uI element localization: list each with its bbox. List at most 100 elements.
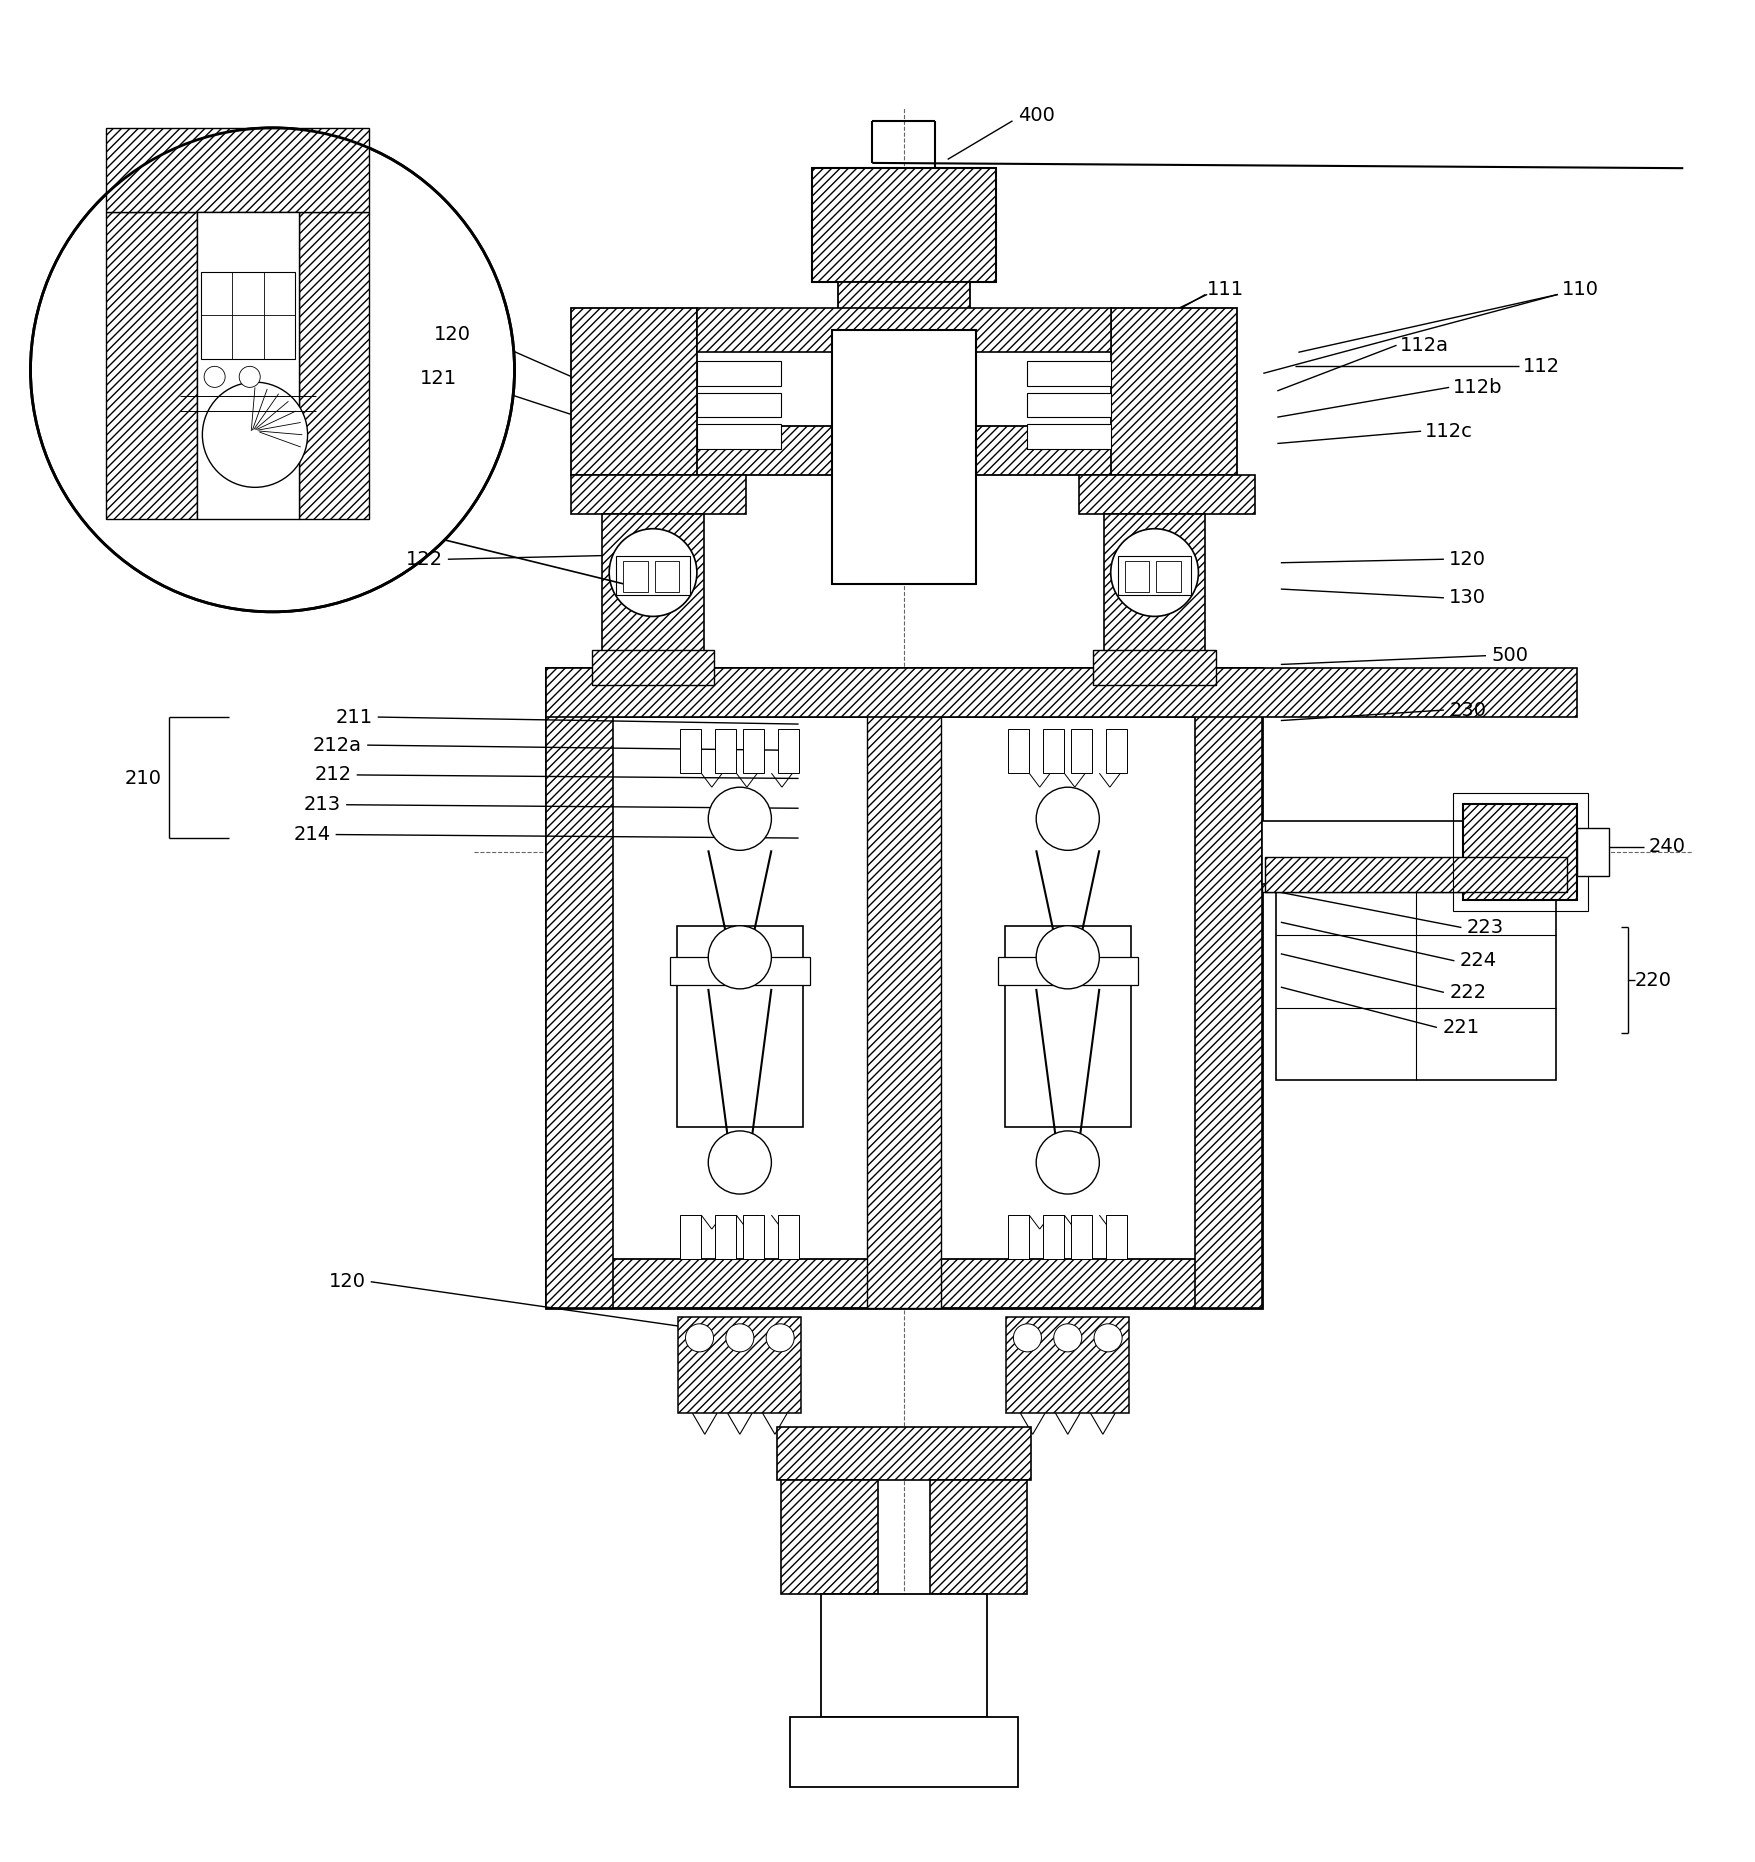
Bar — [821, 1594, 986, 1717]
Bar — [1104, 514, 1206, 654]
Circle shape — [1035, 1130, 1099, 1194]
Bar — [1118, 557, 1192, 596]
Text: 221: 221 — [1443, 1019, 1479, 1037]
Bar — [867, 668, 941, 1307]
Bar — [570, 309, 697, 475]
Bar — [777, 1428, 1030, 1480]
Text: 211: 211 — [335, 708, 372, 726]
Bar — [1578, 829, 1609, 877]
Bar — [681, 1216, 702, 1259]
Text: 112: 112 — [1523, 358, 1560, 376]
Bar — [697, 361, 781, 385]
Bar — [1042, 730, 1064, 773]
Bar — [546, 668, 1578, 717]
Bar — [670, 957, 811, 985]
Text: 224: 224 — [1460, 951, 1497, 970]
Bar — [1111, 309, 1237, 475]
Bar — [1006, 1316, 1128, 1413]
Circle shape — [30, 128, 514, 613]
Circle shape — [609, 529, 697, 616]
Circle shape — [1053, 1324, 1081, 1352]
Text: 240: 240 — [1650, 838, 1687, 857]
Bar — [997, 957, 1137, 985]
Bar — [1106, 1216, 1127, 1259]
Circle shape — [1035, 925, 1099, 989]
Text: 214: 214 — [293, 825, 330, 843]
Bar — [1027, 393, 1111, 417]
Bar — [602, 514, 704, 654]
Text: 212: 212 — [314, 765, 351, 784]
Bar — [546, 1259, 1262, 1307]
Bar — [865, 320, 942, 359]
Circle shape — [204, 367, 225, 387]
Bar — [1007, 1216, 1028, 1259]
Bar — [1125, 560, 1150, 592]
Bar — [1195, 668, 1262, 1307]
Bar — [1042, 1216, 1064, 1259]
Bar — [779, 1216, 800, 1259]
Circle shape — [767, 1324, 795, 1352]
Bar — [697, 425, 781, 449]
Bar — [105, 212, 197, 519]
Circle shape — [202, 382, 307, 488]
Bar — [546, 668, 1262, 717]
Bar — [1262, 821, 1464, 884]
Text: 130: 130 — [1450, 588, 1486, 607]
Bar — [1027, 361, 1111, 385]
Circle shape — [727, 1324, 755, 1352]
Text: 220: 220 — [1636, 970, 1673, 989]
Bar — [1262, 857, 1478, 892]
Circle shape — [686, 1324, 714, 1352]
Text: 112c: 112c — [1425, 421, 1472, 441]
Text: 223: 223 — [1467, 918, 1504, 937]
Text: 222: 222 — [1450, 983, 1486, 1002]
Bar — [197, 212, 298, 519]
Bar — [779, 730, 800, 773]
Bar — [1453, 793, 1588, 911]
Text: 213: 213 — [304, 795, 340, 814]
Bar — [1106, 730, 1127, 773]
Bar — [697, 309, 1111, 352]
Text: 121: 121 — [419, 369, 456, 387]
Circle shape — [709, 925, 772, 989]
Bar — [1093, 650, 1216, 685]
Bar — [744, 730, 765, 773]
Circle shape — [709, 788, 772, 851]
Bar — [781, 1480, 878, 1594]
Bar — [1265, 857, 1567, 892]
Bar — [716, 1216, 737, 1259]
Bar — [1079, 475, 1255, 514]
Text: 210: 210 — [125, 769, 161, 788]
Text: 120: 120 — [328, 1272, 365, 1290]
Bar — [105, 128, 369, 212]
Text: 500: 500 — [1492, 646, 1529, 665]
Bar — [200, 272, 295, 359]
Bar — [616, 557, 690, 596]
Bar — [716, 730, 737, 773]
Bar — [679, 1316, 802, 1413]
Circle shape — [239, 367, 260, 387]
Bar — [1157, 560, 1181, 592]
Bar — [813, 168, 995, 283]
Text: 110: 110 — [1562, 279, 1599, 298]
Bar — [591, 650, 714, 685]
Bar — [1464, 804, 1578, 901]
Bar — [298, 212, 369, 519]
Bar — [1007, 730, 1028, 773]
Circle shape — [1035, 788, 1099, 851]
Text: 400: 400 — [1018, 106, 1055, 125]
Bar — [677, 925, 804, 1127]
Bar — [930, 1480, 1027, 1594]
Bar — [744, 1216, 765, 1259]
Bar — [681, 730, 702, 773]
Bar — [1276, 860, 1557, 1080]
Bar — [546, 668, 612, 1307]
Bar — [832, 330, 976, 585]
Bar — [655, 560, 679, 592]
Text: 111: 111 — [1207, 279, 1244, 298]
Bar — [839, 283, 969, 320]
Circle shape — [1111, 529, 1199, 616]
Text: 120: 120 — [1450, 549, 1486, 568]
Bar — [1027, 425, 1111, 449]
Circle shape — [709, 1130, 772, 1194]
